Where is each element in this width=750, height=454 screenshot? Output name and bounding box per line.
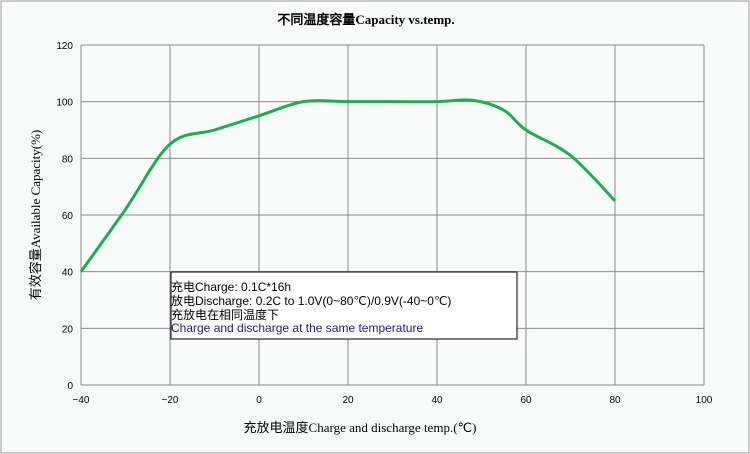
annotation-line: Charge and discharge at the same tempera… xyxy=(171,321,423,335)
x-tick-label: −40 xyxy=(73,395,90,406)
x-tick-label: −20 xyxy=(162,395,179,406)
x-tick-label: 60 xyxy=(520,395,532,406)
x-tick-label: 20 xyxy=(342,395,354,406)
y-tick-label: 120 xyxy=(56,41,73,52)
x-axis-label: 充放电温度Charge and discharge temp.(℃) xyxy=(244,420,477,435)
y-tick-label: 40 xyxy=(62,268,74,279)
annotation-box: 充电Charge: 0.1C*16h 放电Discharge: 0.2C to … xyxy=(170,271,518,340)
chart-title: 不同温度容量Capacity vs.temp. xyxy=(277,12,454,27)
annotation-frame xyxy=(170,271,518,340)
y-tick-label: 0 xyxy=(67,381,73,392)
series-line xyxy=(79,98,617,273)
annotation-line: 充放电在相同温度下 xyxy=(171,307,279,322)
y-tick-label: 60 xyxy=(62,211,74,222)
annotation-line: 充电Charge: 0.1C*16h xyxy=(171,279,291,294)
annotation-line: 放电Discharge: 0.2C to 1.0V(0~80℃)/0.9V(-4… xyxy=(171,293,451,308)
y-tick-label: 100 xyxy=(56,98,73,109)
x-tick-label: 100 xyxy=(696,395,713,406)
y-tick-label: 20 xyxy=(62,324,74,335)
tick-labels: −40 −20 0 20 40 60 80 100 0 20 40 60 80 100 120 xyxy=(56,41,712,406)
y-axis-label: 有效容量Available Capacity(%) xyxy=(28,130,43,301)
x-tick-label: 80 xyxy=(609,395,621,406)
x-tick-label: 0 xyxy=(256,395,262,406)
y-tick-label: 80 xyxy=(62,154,74,165)
x-tick-label: 40 xyxy=(431,395,443,406)
